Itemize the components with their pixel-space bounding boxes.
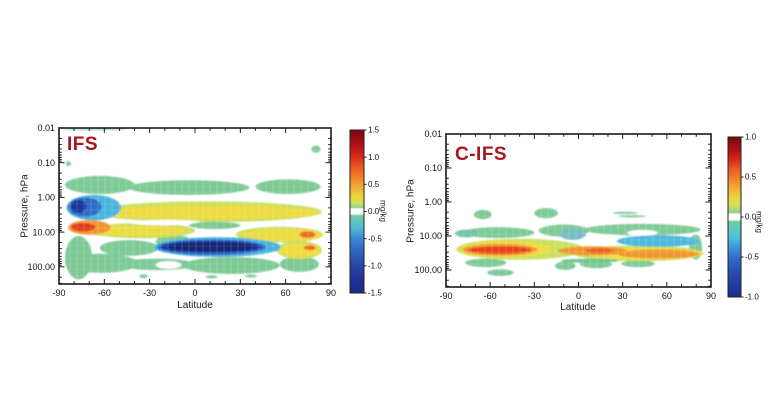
cifs-region [621, 260, 656, 268]
cifs-region [618, 215, 647, 218]
ifs-colorbar: 1.5 1.0 0.5 0.0 -0.5 -1.0 -1.5 [349, 126, 382, 298]
x-axis-label-ifs: Latitude [177, 300, 213, 311]
cifs-x-tick: 60 [662, 291, 672, 301]
ifs-region [139, 274, 149, 278]
cifs-x-tick: 0 [576, 291, 581, 301]
cifs-colorbar-tick: -0.5 [745, 253, 759, 262]
ifs-colorbar-tick: -1.5 [368, 289, 382, 298]
cifs-region [585, 248, 614, 254]
ifs-region [188, 221, 241, 230]
cifs-y-tick: 100.00 [414, 265, 442, 275]
ifs-x-tick: 90 [326, 288, 336, 298]
cifs-axes [445, 133, 712, 288]
plot-title-ifs: IFS [67, 134, 99, 155]
cifs-region [618, 249, 700, 259]
ifs-region [182, 256, 280, 274]
cifs-region [612, 211, 638, 215]
ifs-region [299, 231, 316, 238]
cifs-region [559, 228, 586, 240]
x-axis-label-cifs: Latitude [560, 302, 596, 313]
ifs-region [255, 179, 321, 195]
cifs-x-tick: -30 [528, 291, 541, 301]
cifs-x-tick: -60 [484, 291, 497, 301]
ifs-x-tick: 0 [192, 288, 197, 298]
ifs-region [167, 242, 256, 252]
ifs-colorbar-tick: -0.5 [368, 234, 382, 243]
ifs-colorbar-tick: 1.0 [368, 153, 380, 162]
cifs-colorbar-tick: 1.0 [745, 133, 757, 142]
cifs-x-tick: 90 [706, 291, 716, 301]
ifs-region [303, 245, 316, 251]
ifs-x-tick: 30 [235, 288, 245, 298]
cifs-y-tick: 1.00 [424, 197, 442, 207]
ifs-region [98, 205, 319, 220]
y-axis-label-ifs: Pressure, hPa [19, 174, 31, 238]
ifs-y-tick: 10.00 [32, 227, 55, 237]
ifs-y-tick: 0.01 [37, 123, 55, 133]
ifs-colorbar-tick: -1.0 [368, 261, 382, 270]
cifs-region [454, 229, 479, 238]
cifs-region [616, 235, 700, 247]
ifs-region [130, 219, 202, 226]
ifs-region [311, 145, 321, 153]
ifs-region [279, 256, 319, 272]
ifs-region [205, 275, 218, 279]
ifs-y-tick: 0.10 [37, 158, 55, 168]
colorbar-unit-cifs: mg/kg [754, 211, 764, 233]
colorbar-unit-ifs: mg/kg [378, 200, 388, 222]
cifs-y-tick: 0.10 [424, 163, 442, 173]
cifs-y-tick: 0.01 [424, 129, 442, 139]
cifs-colorbar-tick: 0.5 [745, 173, 757, 182]
ifs-x-tick: 60 [281, 288, 291, 298]
y-axis-label-cifs: Pressure, hPa [405, 179, 417, 243]
ifs-tick-labels: -90 -60 -30 0 30 60 90 0.01 0.10 1.00 10.00 100.00 [27, 123, 336, 298]
ifs-region [65, 175, 135, 195]
cifs-region [468, 246, 532, 254]
ifs-region [155, 260, 182, 269]
cifs-region [584, 223, 701, 236]
cifs-region [560, 258, 619, 263]
cifs-colorbar-tick: -1.0 [745, 293, 759, 302]
ifs-region [71, 223, 96, 232]
ifs-region [62, 128, 127, 131]
cifs-region [462, 227, 535, 239]
cifs-region [534, 207, 558, 219]
ifs-region [244, 274, 257, 278]
ifs-region [128, 180, 250, 195]
ifs-region [89, 225, 186, 237]
cifs-region [627, 229, 659, 236]
ifs-colorbar-tick: 0.0 [368, 207, 380, 216]
cifs-region [487, 269, 514, 276]
ifs-x-tick: -60 [98, 288, 111, 298]
ifs-region [71, 200, 87, 213]
ifs-x-tick: -90 [52, 288, 65, 298]
ifs-region [279, 242, 321, 258]
ifs-y-tick: 1.00 [37, 193, 55, 203]
cifs-region [554, 261, 576, 271]
ifs-region [65, 161, 72, 167]
ifs-contour-regions [62, 128, 324, 280]
ifs-region [99, 240, 159, 256]
cifs-x-tick: -90 [439, 291, 452, 301]
ifs-region [240, 228, 324, 241]
cifs-colorbar-tick: 0.0 [745, 213, 757, 222]
cifs-colorbar: 1.0 0.5 0.0 -0.5 -1.0 [727, 133, 759, 302]
ifs-colorbar-tick: 1.5 [368, 126, 380, 135]
cifs-region [473, 209, 492, 220]
cifs-contour-regions [454, 207, 704, 276]
ifs-y-tick: 100.00 [27, 262, 55, 272]
cifs-y-tick: 10.00 [419, 231, 442, 241]
plot-title-cifs: C-IFS [455, 144, 508, 165]
ifs-region [65, 253, 138, 273]
ifs-x-tick: -30 [143, 288, 156, 298]
ifs-colorbar-tick: 0.5 [368, 180, 380, 189]
cifs-region [465, 258, 507, 268]
ifs-axes [58, 127, 332, 285]
cifs-x-tick: 30 [618, 291, 628, 301]
cifs-tick-labels: -90 -60 -30 0 30 60 90 0.01 0.10 1.00 10.00 100.00 [414, 129, 716, 301]
